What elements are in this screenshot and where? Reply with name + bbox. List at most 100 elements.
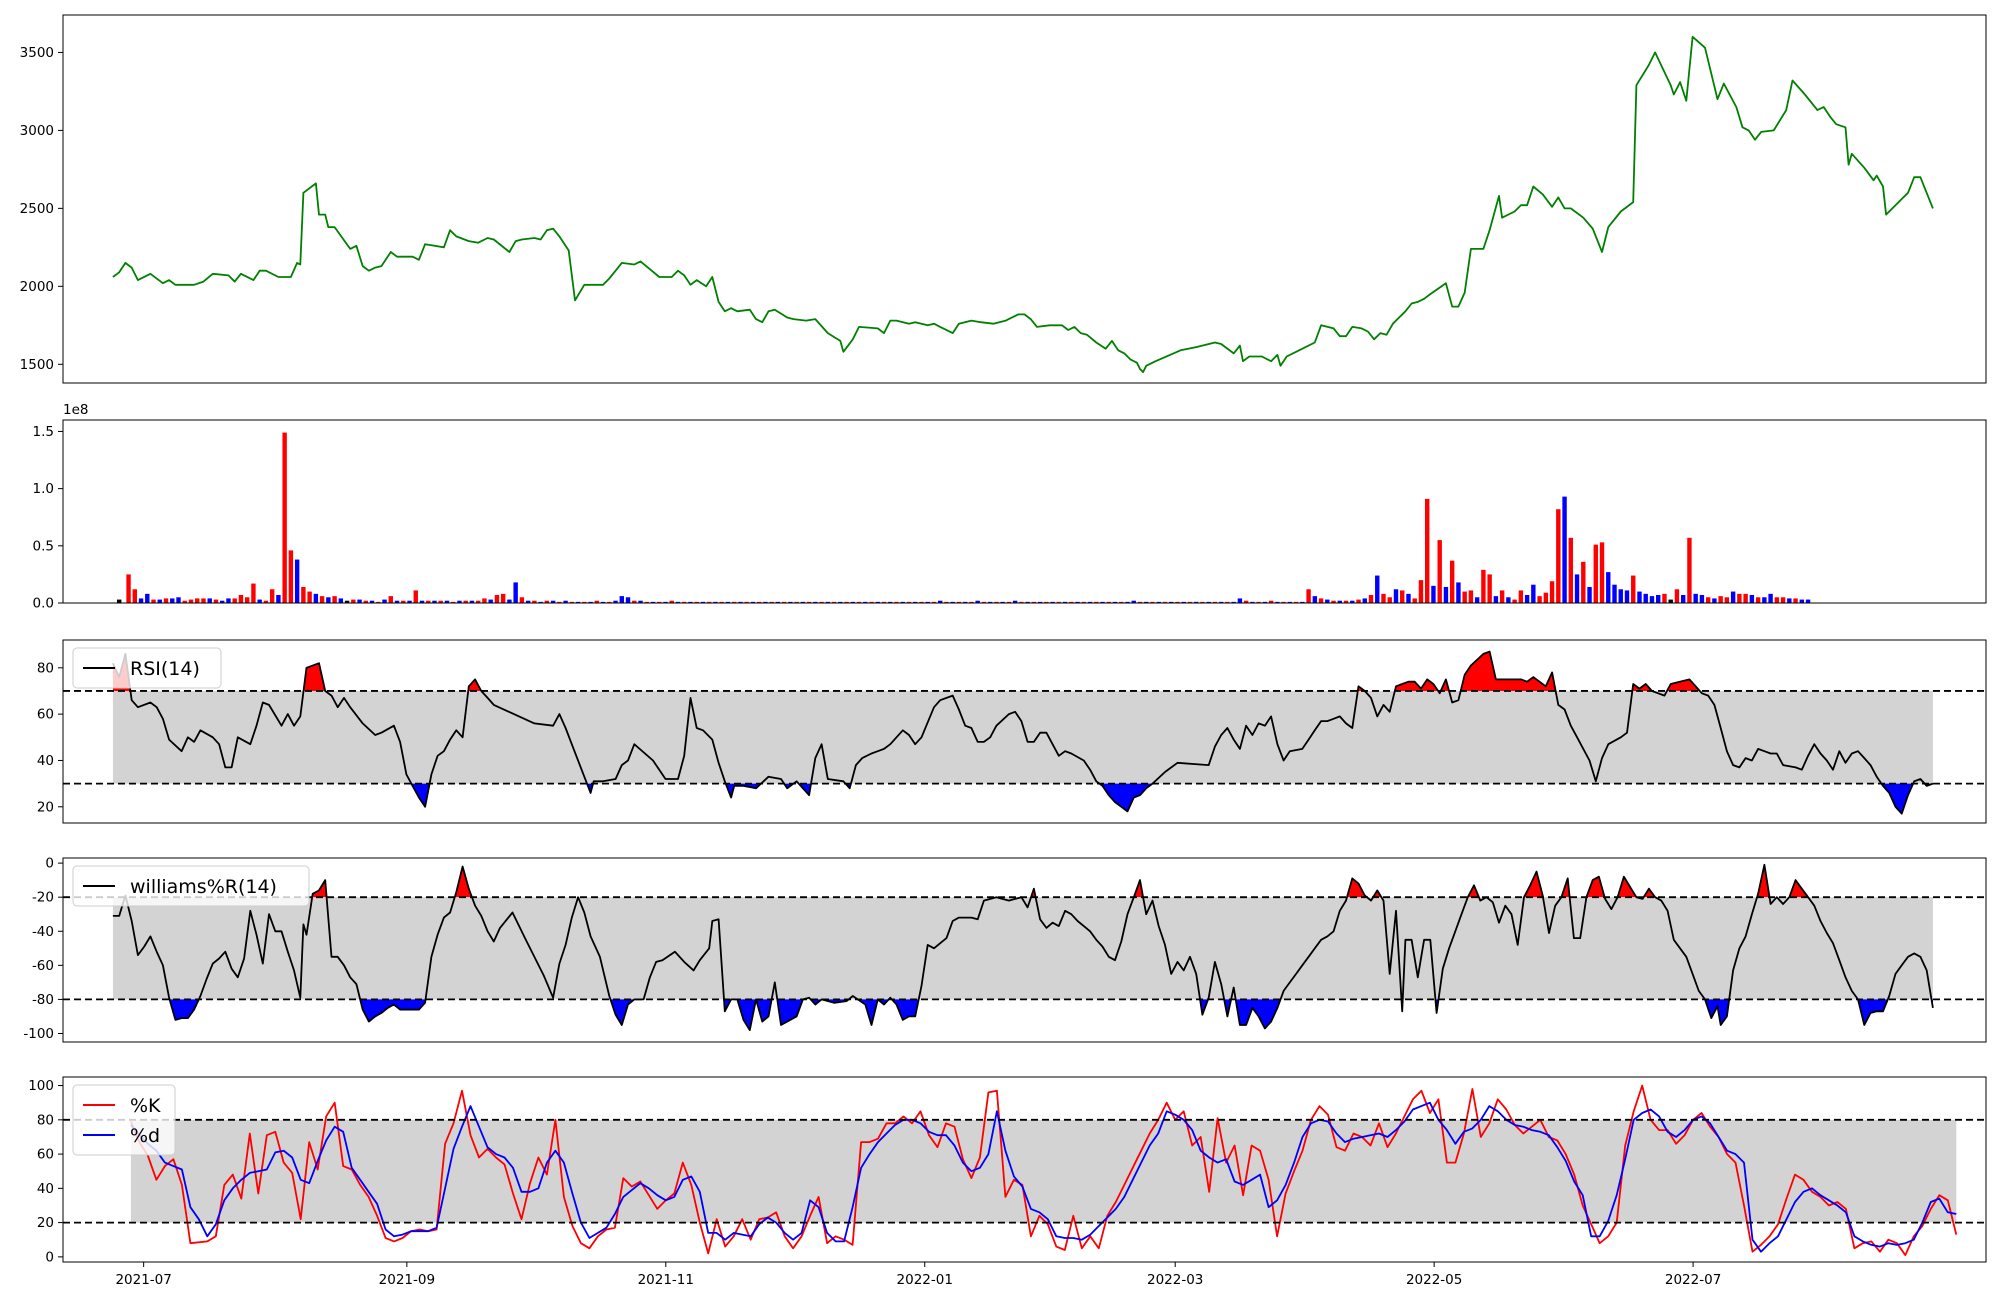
volume-bar <box>1069 601 1074 603</box>
volume-bar <box>1250 601 1255 603</box>
volume-bar <box>863 601 868 603</box>
y-tick-label: 100 <box>28 1078 54 1094</box>
volume-bar <box>550 600 556 603</box>
panel-frame <box>62 1076 1987 1263</box>
volume-bar <box>981 601 987 603</box>
volume-bar <box>663 601 668 603</box>
volume-bar <box>1306 589 1311 603</box>
volume-bar <box>363 600 369 603</box>
volume-bar <box>469 600 475 603</box>
y-tick-label: 1.0 <box>33 481 54 497</box>
volume-bar <box>1556 509 1561 603</box>
legend-label: williams%R(14) <box>130 876 277 898</box>
volume-bar <box>1456 582 1461 603</box>
volume-bar <box>475 600 481 603</box>
volume-bar <box>875 601 880 603</box>
y-tick-label: -40 <box>32 924 54 940</box>
volume-bar <box>1100 601 1105 603</box>
volume-bar <box>1549 581 1555 603</box>
volume-bar <box>1300 601 1305 603</box>
volume-bar <box>1175 601 1180 603</box>
volume-bar <box>1643 593 1648 603</box>
volume-bar <box>1599 542 1605 603</box>
volume-bar <box>257 599 262 603</box>
volume-bar <box>544 600 550 603</box>
volume-bar <box>838 601 843 603</box>
y-tick-label: -20 <box>32 890 54 906</box>
volume-bar <box>319 596 325 603</box>
volume-bar <box>881 601 887 603</box>
volume-bar <box>1131 600 1136 603</box>
volume-bar <box>407 600 412 603</box>
volume-bar <box>426 600 431 603</box>
x-tick-label: 2021-07 <box>115 1272 171 1288</box>
volume-bar <box>1518 590 1524 603</box>
volume-bar <box>538 601 543 603</box>
y-tick-label: 2500 <box>20 201 54 217</box>
volume-bar <box>1799 599 1805 603</box>
volume-bar <box>1318 598 1324 603</box>
volume-bar <box>1680 594 1686 603</box>
volume-bar <box>994 601 999 603</box>
volume-bar <box>613 600 618 603</box>
volume-bar <box>694 601 699 603</box>
volume-bar <box>1325 599 1330 603</box>
volume-bar <box>338 598 344 603</box>
volume-bar <box>382 599 387 603</box>
volume-bar <box>1780 597 1786 603</box>
volume-bar <box>1499 590 1505 603</box>
volume-bar <box>831 601 837 603</box>
y-tick-label: 0.0 <box>33 596 54 612</box>
panel-frame <box>62 419 1987 604</box>
y-tick-label: 0 <box>45 1249 54 1265</box>
y-tick-label: 20 <box>37 799 54 815</box>
volume-bar <box>588 601 593 603</box>
volume-bar <box>1212 601 1218 603</box>
volume-bar <box>1019 601 1024 603</box>
volume-bar <box>1106 601 1111 603</box>
volume-bar <box>713 601 718 603</box>
volume-bar <box>507 599 512 603</box>
volume-bar <box>813 601 818 603</box>
volume-bar <box>825 601 831 603</box>
volume-bar <box>1281 601 1286 603</box>
volume-bar <box>800 601 806 603</box>
volume-bar <box>326 597 331 603</box>
volume-bar <box>1125 601 1130 603</box>
y-tick-label: 80 <box>37 1112 54 1128</box>
volume-bar <box>675 601 681 603</box>
volume-bar <box>369 600 375 603</box>
panel-4: 0 -20 -40 -60 -80 -100 williams%R(14) <box>23 856 1987 1043</box>
volume-bar <box>1362 598 1367 603</box>
volume-bar <box>282 432 287 603</box>
volume-bar <box>1225 601 1230 603</box>
y-tick-label: 0 <box>45 856 54 872</box>
volume-bar <box>1593 544 1598 603</box>
volume-bar <box>1044 601 1049 603</box>
volume-bar <box>1768 593 1773 603</box>
volume-bar <box>850 601 856 603</box>
volume-bar <box>151 599 156 603</box>
volume-bar <box>1406 593 1411 603</box>
volume-bar <box>176 597 181 603</box>
volume-bar <box>1262 601 1268 603</box>
volume-bar <box>1481 569 1486 603</box>
volume-bar <box>738 601 743 603</box>
volume-bar <box>1337 600 1342 603</box>
panel-frame <box>62 857 1987 1043</box>
volume-bar <box>1543 592 1549 603</box>
volume-bar <box>1012 600 1018 603</box>
volume-bar <box>900 601 905 603</box>
volume-bar <box>1006 601 1012 603</box>
volume-bar <box>500 593 506 603</box>
y-tick-label: 40 <box>37 1181 54 1197</box>
volume-bar <box>1031 601 1037 603</box>
x-tick-label: 2022-01 <box>897 1272 953 1288</box>
volume-bar <box>1025 601 1030 603</box>
volume-bar <box>657 601 662 603</box>
volume-bar <box>582 601 587 603</box>
band-fill <box>130 1119 1957 1223</box>
volume-bar <box>1144 601 1149 603</box>
volume-bar <box>1624 590 1630 603</box>
